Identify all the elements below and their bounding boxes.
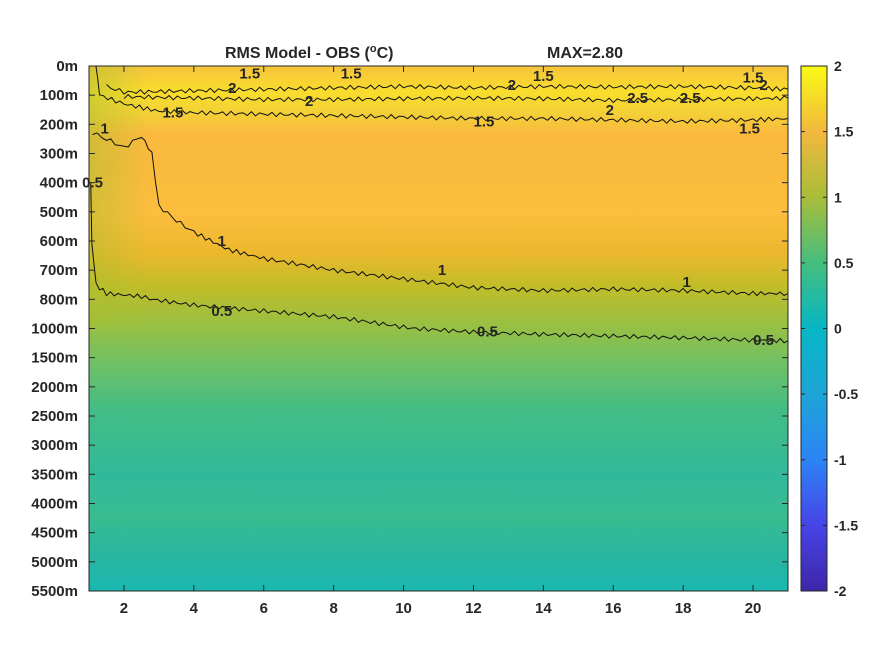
chart-title: RMS Model - OBS (oC) [225, 43, 394, 62]
contour-label: 2.5 [627, 90, 648, 107]
contour-line [90, 182, 788, 344]
y-axis: 0m 100m 200m 300m 400m 500m 600m 700m 800m 1000m 1… [31, 58, 788, 600]
contour-label: 0.5 [477, 323, 498, 340]
x-tick-label: 6 [260, 600, 268, 617]
colorbar-tick-label: 0 [834, 321, 842, 337]
y-tick-label: 4500m [31, 525, 78, 542]
y-tick-label: 4000m [31, 496, 78, 513]
colorbar-tick-label: 2 [834, 58, 842, 74]
y-tick-label: 2500m [31, 408, 78, 425]
contour-label: 1.5 [743, 70, 764, 87]
colorbar: 2 1.5 1 0.5 0 -0.5 -1 -1.5 -2 [800, 58, 858, 599]
colorbar-tick-label: -1 [834, 452, 847, 468]
y-tick-label: 1000m [31, 321, 78, 338]
contour-label: 2 [508, 77, 516, 94]
contour-label: 2 [305, 93, 313, 110]
contour-line [123, 93, 788, 104]
y-tick-label: 0m [56, 58, 78, 75]
x-tick-label: 20 [745, 600, 762, 617]
contour-label: 1.5 [739, 121, 760, 138]
contour-lines [90, 66, 788, 344]
y-tick-label: 400m [40, 175, 78, 192]
colorbar-tick-label: -1.5 [834, 517, 858, 533]
y-tick-label: 5000m [31, 554, 78, 571]
contour-line [106, 83, 788, 95]
contour-label: 1.5 [162, 105, 183, 122]
x-tick-label: 4 [190, 600, 199, 617]
x-tick-label: 18 [675, 600, 692, 617]
y-tick-label: 3000m [31, 437, 78, 454]
contour-label: 2.5 [680, 90, 701, 107]
y-tick-label: 500m [40, 204, 78, 221]
contour-line [95, 66, 788, 124]
colorbar-tick-label: -0.5 [834, 386, 858, 402]
contour-label: 2 [228, 80, 236, 97]
y-tick-label: 300m [40, 146, 78, 163]
heatmap-field [89, 66, 788, 591]
contour-label: 1.5 [341, 65, 362, 82]
colorbar-tick-label: 0.5 [834, 255, 854, 271]
x-tick-label: 12 [465, 600, 482, 617]
colorbar-tick-label: 1.5 [834, 124, 854, 140]
y-tick-label: 200m [40, 116, 78, 133]
contour-label: 2 [606, 102, 614, 119]
colorbar-ticks: 2 1.5 1 0.5 0 -0.5 -1 -1.5 -2 [801, 58, 858, 599]
y-tick-label: 800m [40, 291, 78, 308]
y-tick-label: 1500m [31, 350, 78, 367]
contour-label: 0.5 [753, 332, 774, 349]
contour-label: 2 [759, 77, 767, 94]
x-tick-label: 14 [535, 600, 552, 617]
contour-label: 1 [438, 262, 446, 279]
y-tick-label: 2000m [31, 379, 78, 396]
contour-label: 1.5 [533, 68, 554, 85]
y-tick-label: 3500m [31, 466, 78, 483]
contour-label: 1.5 [474, 113, 495, 130]
coastal-band [89, 66, 149, 326]
contour-label: 1 [101, 121, 109, 138]
x-axis: 2 4 6 8 10 12 14 16 18 20 [120, 66, 762, 617]
x-tick-label: 2 [120, 600, 128, 617]
colorbar-tick-label: 1 [834, 189, 842, 205]
y-tick-label: 5500m [31, 583, 78, 600]
contour-label: 1 [218, 233, 226, 250]
max-value-label: MAX=2.80 [547, 45, 623, 62]
x-tick-label: 16 [605, 600, 622, 617]
y-tick-label: 700m [40, 262, 78, 279]
contour-line [92, 132, 788, 297]
x-tick-label: 10 [395, 600, 412, 617]
x-tick-label: 8 [329, 600, 337, 617]
y-tick-label: 100m [40, 87, 78, 104]
y-tick-label: 600m [40, 233, 78, 250]
colorbar-tick-label: -2 [834, 583, 847, 599]
contour-label: 1 [682, 274, 690, 291]
contour-label: 0.5 [211, 303, 232, 320]
contour-label: 1.5 [239, 65, 260, 82]
